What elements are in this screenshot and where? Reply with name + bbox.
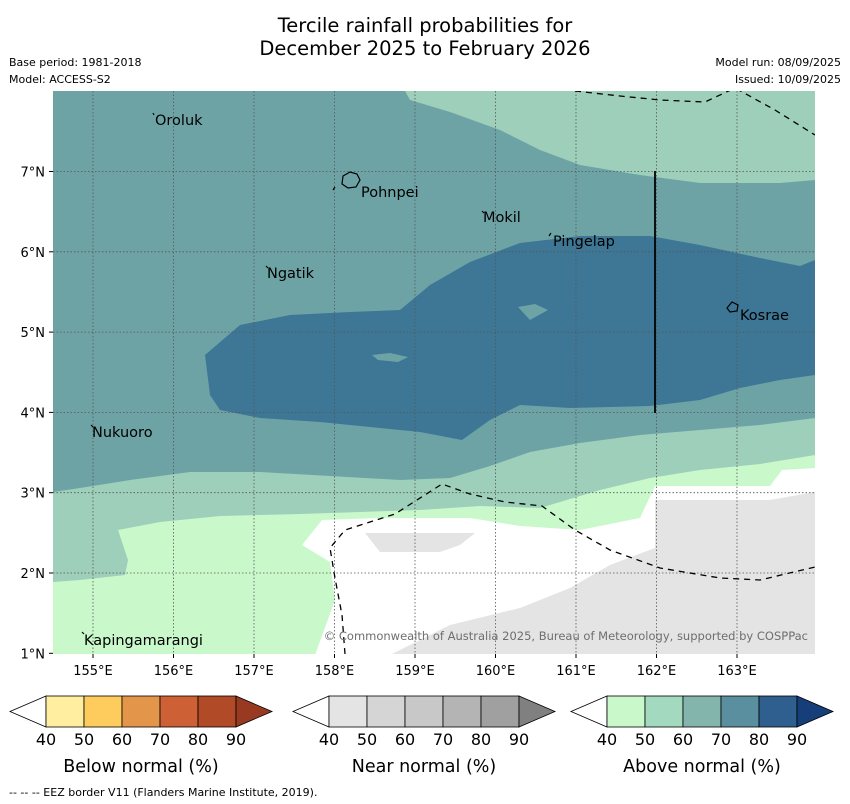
colorbar-label: 40 (319, 730, 339, 749)
meta-right: Model run: 08/09/2025 Issued: 10/09/2025 (715, 54, 841, 88)
issued-date: Issued: 10/09/2025 (734, 73, 841, 86)
colorbar-segment (45, 695, 85, 728)
lon-tick-label: 155°E (73, 664, 113, 679)
colorbar-segment (328, 695, 368, 728)
colorbar-extend-low (8, 695, 47, 728)
lon-tick-label: 163°E (717, 664, 757, 679)
meta-left: Base period: 1981-2018 Model: ACCESS-S2 (9, 54, 141, 88)
place-label-nukuoro: Nukuoro (92, 425, 153, 441)
lon-tick-label: 157°E (234, 664, 274, 679)
colorbar-segment (480, 695, 520, 728)
lat-tick-label: 3°N (21, 487, 46, 502)
lat-tick-label: 2°N (21, 567, 46, 582)
colorbar-segment (404, 695, 444, 728)
colorbar-2: 40 50 60 70 80 90 Above normal (%) (569, 695, 835, 777)
region-near-normal (365, 533, 475, 552)
colorbar-label: 70 (150, 730, 170, 749)
colorbar-label: 60 (112, 730, 132, 749)
colorbar-label: 70 (433, 730, 453, 749)
copyright-text: © Commonwealth of Australia 2025, Bureau… (324, 629, 808, 643)
colorbar-title: Above normal (%) (623, 757, 781, 777)
colorbar-label: 50 (357, 730, 377, 749)
colorbar-label: 90 (509, 730, 529, 749)
lon-tick-label: 161°E (556, 664, 596, 679)
lat-tick-label: 5°N (21, 326, 46, 341)
colorbar-extend-high (235, 695, 274, 728)
lon-tick-label: 160°E (476, 664, 516, 679)
model-run: Model run: 08/09/2025 (715, 56, 841, 69)
map-area: © Commonwealth of Australia 2025, Bureau… (53, 91, 815, 654)
pohnpei-coastline (341, 171, 361, 189)
colorbar-0: 40 50 60 70 80 90 Below normal (%) (8, 695, 274, 777)
title-line-2: December 2025 to February 2026 (259, 37, 591, 60)
colorbar-segment (758, 695, 798, 728)
model-name: Model: ACCESS-S2 (9, 73, 111, 86)
graticule (53, 91, 815, 654)
lat-tick-label: 7°N (21, 166, 46, 181)
latitude-ticks: 7°N 6°N 5°N 4°N 3°N 2°N 1°N (21, 166, 53, 662)
colorbar-label: 70 (711, 730, 731, 749)
colorbar-1: 40 50 60 70 80 90 Near normal (%) (291, 695, 557, 777)
colorbar-label: 40 (36, 730, 56, 749)
colorbar-extend-low (569, 695, 608, 728)
lon-tick-label: 158°E (315, 664, 355, 679)
colorbars: 40 50 60 70 80 90 Below normal (%) 40 50 60 70 80 90… (8, 695, 835, 777)
place-label-kosrae: Kosrae (740, 308, 789, 324)
region-above-80 (205, 236, 815, 440)
colorbar-label: 50 (635, 730, 655, 749)
colorbar-extend-high (518, 695, 557, 728)
place-label-mokil: Mokil (483, 210, 521, 226)
lon-tick-label: 156°E (154, 664, 194, 679)
colorbar-label: 90 (787, 730, 807, 749)
lat-tick-label: 4°N (21, 406, 46, 421)
region-above-60-north (405, 91, 815, 183)
colorbar-label: 50 (74, 730, 94, 749)
title-line-1: Tercile rainfall probabilities for (277, 14, 573, 37)
lat-tick-label: 6°N (21, 246, 46, 261)
colorbar-segment (644, 695, 684, 728)
colorbar-label: 80 (471, 730, 491, 749)
base-period: Base period: 1981-2018 (9, 56, 142, 69)
colorbar-label: 40 (597, 730, 617, 749)
colorbar-title: Below normal (%) (63, 757, 218, 777)
place-label-ngatik: Ngatik (267, 266, 315, 282)
eez-footer-note: -- -- -- EEZ border V11 (Flanders Marine… (9, 786, 318, 799)
colorbar-segment (606, 695, 646, 728)
islet (332, 186, 336, 191)
colorbar-label: 60 (673, 730, 693, 749)
place-label-oroluk: Oroluk (155, 113, 203, 129)
lon-tick-label: 162°E (637, 664, 677, 679)
colorbar-segment (83, 695, 123, 728)
colorbar-extend-high (796, 695, 835, 728)
spot-above-70-b (518, 304, 548, 320)
islands (81, 112, 739, 635)
place-label-pingelap: Pingelap (553, 234, 615, 250)
colorbar-segment (366, 695, 406, 728)
colorbar-title: Near normal (%) (352, 757, 497, 777)
place-label-kapingamarangi: Kapingamarangi (84, 633, 203, 649)
colorbar-segment (121, 695, 161, 728)
spot-above-70-a (372, 353, 408, 362)
colorbar-label: 60 (395, 730, 415, 749)
lon-tick-label: 159°E (395, 664, 435, 679)
map-title: Tercile rainfall probabilities for Decem… (0, 14, 850, 60)
colorbar-label: 80 (749, 730, 769, 749)
place-labels: Oroluk Pohnpei Mokil Pingelap Ngatik Kosrae Nu… (84, 113, 789, 649)
colorbar-segment (197, 695, 237, 728)
colorbar-segment (159, 695, 199, 728)
colorbar-segment (682, 695, 722, 728)
colorbar-label: 90 (226, 730, 246, 749)
colorbar-segment (442, 695, 482, 728)
kosrae-coastline (726, 301, 739, 313)
place-label-pohnpei: Pohnpei (361, 185, 419, 201)
colorbar-segment (720, 695, 760, 728)
colorbar-label: 80 (188, 730, 208, 749)
lat-tick-label: 1°N (21, 647, 46, 662)
eez-border (329, 91, 815, 654)
longitude-ticks: 155°E 156°E 157°E 158°E 159°E 160°E 161°E 162°E… (73, 654, 757, 679)
colorbar-extend-low (291, 695, 330, 728)
